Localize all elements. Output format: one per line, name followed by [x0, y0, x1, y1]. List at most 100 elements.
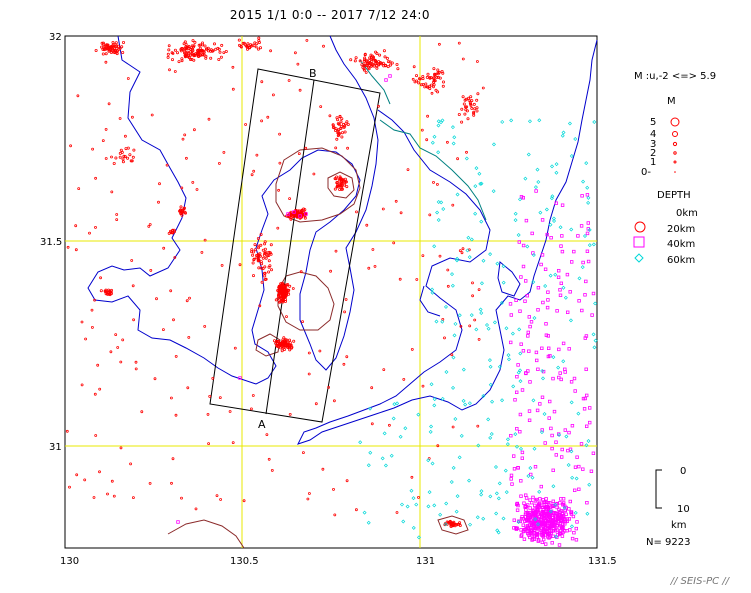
event-dot — [475, 109, 479, 113]
event-dot — [105, 43, 109, 47]
event-square — [575, 520, 579, 524]
event-dot — [170, 481, 173, 485]
event-diamond — [501, 280, 506, 285]
event-dot — [278, 161, 282, 165]
lon-tick-131.5: 131.5 — [588, 556, 617, 567]
event-dot — [421, 83, 425, 87]
event-square — [519, 494, 523, 498]
event-dot — [263, 242, 267, 246]
event-dot — [366, 65, 370, 69]
event-diamond — [416, 535, 421, 540]
event-square — [544, 322, 548, 326]
event-square — [550, 529, 554, 533]
event-square — [538, 501, 542, 505]
event-diamond — [593, 301, 598, 306]
event-dot — [299, 270, 303, 274]
event-dot — [179, 49, 183, 53]
event-dot — [188, 58, 192, 62]
event-diamond — [391, 416, 396, 421]
event-diamond — [496, 496, 501, 501]
event-square — [557, 543, 562, 547]
event-dot — [374, 59, 378, 63]
event-diamond — [563, 295, 568, 300]
event-diamond — [567, 121, 572, 126]
event-dot — [148, 223, 152, 226]
event-diamond — [517, 327, 522, 332]
event-diamond — [400, 502, 404, 507]
event-diamond — [469, 313, 474, 318]
event-square — [517, 240, 521, 244]
event-dot — [84, 337, 87, 341]
event-square — [533, 499, 538, 503]
event-dot — [80, 320, 84, 324]
event-square — [534, 525, 538, 529]
event-dot — [289, 210, 293, 214]
event-diamond — [493, 464, 498, 469]
event-square — [561, 497, 566, 501]
event-dot — [157, 200, 160, 204]
event-square — [572, 376, 577, 381]
event-dot — [277, 188, 281, 192]
event-dot — [222, 51, 226, 54]
event-dot — [339, 120, 343, 124]
legend-depth-title: DEPTH — [657, 190, 691, 201]
event-square — [527, 409, 532, 413]
event-dot — [256, 236, 260, 240]
event-square — [527, 349, 531, 353]
event-dot — [114, 333, 118, 337]
event-dot — [377, 62, 381, 66]
event-dot — [395, 511, 399, 514]
event-diamond — [454, 258, 459, 263]
event-dot — [293, 51, 297, 55]
event-dot — [203, 44, 207, 48]
event-dot — [417, 77, 421, 81]
event-square — [514, 298, 518, 302]
event-diamond — [467, 255, 472, 260]
event-diamond — [450, 125, 455, 130]
event-dot — [166, 55, 170, 59]
event-dot — [102, 43, 106, 47]
event-square — [560, 527, 564, 531]
event-square — [584, 279, 588, 284]
event-diamond — [528, 466, 533, 470]
event-diamond — [513, 211, 518, 216]
event-square — [520, 388, 525, 392]
event-diamond — [585, 511, 590, 516]
event-square — [554, 440, 558, 444]
event-square — [550, 522, 555, 526]
event-diamond — [548, 273, 553, 278]
event-dot — [388, 60, 392, 64]
event-dot — [378, 61, 382, 65]
event-dot — [233, 346, 237, 350]
event-dot — [291, 287, 295, 290]
event-diamond — [527, 119, 532, 124]
event-dot — [263, 251, 267, 255]
event-square — [557, 268, 561, 273]
event-diamond — [436, 218, 441, 223]
event-diamond — [593, 338, 598, 343]
event-square — [551, 376, 555, 381]
event-dot — [167, 44, 171, 48]
event-square — [525, 524, 530, 528]
profile-label-b: B — [309, 67, 317, 80]
event-dot — [119, 360, 123, 364]
event-dot — [377, 104, 380, 108]
event-dot — [266, 254, 270, 258]
event-dot — [212, 42, 216, 46]
event-diamond — [514, 444, 519, 449]
event-diamond — [495, 261, 500, 266]
event-diamond — [453, 321, 458, 326]
event-square — [564, 512, 568, 516]
event-dot — [190, 52, 194, 56]
event-dot — [255, 42, 259, 46]
event-dot — [217, 47, 221, 51]
event-dot — [341, 122, 345, 126]
event-diamond — [473, 211, 478, 216]
event-diamond — [513, 218, 518, 223]
event-dot — [115, 213, 119, 216]
event-dot — [263, 277, 267, 281]
event-square — [570, 423, 575, 428]
event-dot — [271, 93, 275, 97]
event-dot — [264, 256, 268, 260]
event-dot — [117, 47, 121, 51]
